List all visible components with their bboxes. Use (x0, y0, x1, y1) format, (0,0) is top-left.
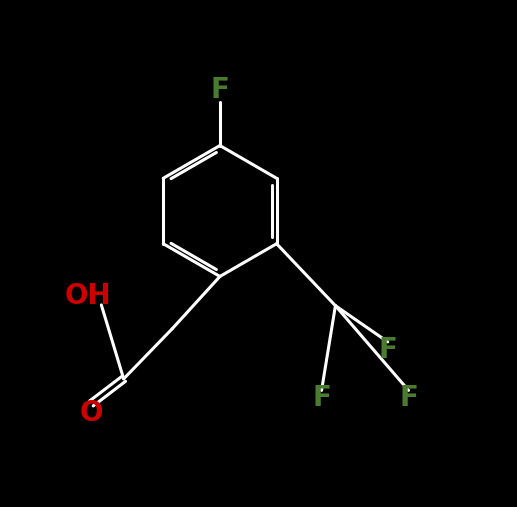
Text: F: F (399, 384, 418, 412)
Text: F: F (312, 384, 331, 412)
Text: F: F (378, 336, 397, 364)
Text: OH: OH (64, 282, 111, 310)
Text: F: F (210, 76, 230, 104)
Text: O: O (80, 399, 103, 427)
